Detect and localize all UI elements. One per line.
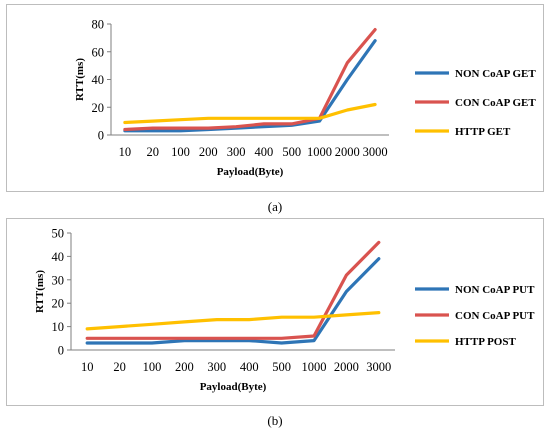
chart-1-y-axis-title: RTT(ms) xyxy=(34,270,46,313)
chart-0-x-tick-label: 200 xyxy=(199,145,218,159)
chart-1-x-tick-label: 300 xyxy=(207,360,226,374)
chart-1-series-line-0 xyxy=(85,257,381,345)
chart-1-y-tick-label: 20 xyxy=(52,297,65,311)
chart-0-x-tick-label: 400 xyxy=(255,145,274,159)
chart-1-x-tick-label: 200 xyxy=(175,360,194,374)
chart-1-y-tick-label: 10 xyxy=(52,320,65,334)
chart-panel-a: 0 20 40 60 80 10 20 100 200 300 400 500 1000 2000 3000… xyxy=(6,4,544,192)
chart-1-x-tick-label: 10 xyxy=(81,360,94,374)
chart-0-y-tick-label: 0 xyxy=(98,129,104,143)
chart-1-x-tick-label: 1000 xyxy=(302,360,327,374)
chart-0-series-line-2 xyxy=(123,102,377,125)
chart-0-x-tick-label: 10 xyxy=(119,145,132,159)
chart-1-series-line-2 xyxy=(85,310,381,331)
chart-0-series-line-1 xyxy=(123,28,377,132)
chart-0-series-line-0 xyxy=(123,39,377,133)
chart-1-x-tick-label: 100 xyxy=(143,360,162,374)
chart-0-y-tick-label: 80 xyxy=(92,18,105,32)
chart-1-y-tick-label: 0 xyxy=(58,344,64,358)
chart-0-y-tick-label: 40 xyxy=(92,73,105,87)
caption-a: (a) xyxy=(267,199,283,214)
chart-0-x-tick-label: 20 xyxy=(146,145,159,159)
chart-0-x-tick-label: 500 xyxy=(282,145,301,159)
chart-0-x-tick-label: 3000 xyxy=(363,145,388,159)
chart-a-svg: 0 20 40 60 80 10 20 100 200 300 400 500 1000 2000 3000… xyxy=(74,18,536,179)
chart-1-y-tick-label: 50 xyxy=(52,227,65,241)
chart-0-x-tick-label: 1000 xyxy=(307,145,332,159)
chart-1-x-tick-label: 3000 xyxy=(366,360,391,374)
chart-0-x-axis-title: Payload(Byte) xyxy=(217,166,284,178)
chart-0-x-tick-label: 2000 xyxy=(335,145,360,159)
chart-0-legend-label-2: HTTP GET xyxy=(455,126,511,138)
chart-panel-b: 0 10 20 30 40 50 10 20 100 200 300 400 500 1000 2000 30… xyxy=(6,218,544,406)
chart-1-x-tick-label: 500 xyxy=(272,360,291,374)
chart-0-y-tick-label: 60 xyxy=(92,45,105,59)
chart-1-legend-label-2: HTTP POST xyxy=(455,336,516,348)
chart-0-y-axis-title: RTT(ms) xyxy=(74,58,86,101)
chart-1-y-tick-label: 40 xyxy=(52,250,65,264)
chart-1-y-tick-label: 30 xyxy=(52,273,65,287)
chart-1-x-axis-title: Payload(Byte) xyxy=(200,381,267,393)
chart-b-svg: 0 10 20 30 40 50 10 20 100 200 300 400 500 1000 2000 30… xyxy=(34,227,535,394)
caption-b: (b) xyxy=(267,413,283,428)
chart-0-x-tick-label: 100 xyxy=(171,145,190,159)
chart-1-x-tick-label: 400 xyxy=(240,360,259,374)
chart-0-legend-label-1: CON CoAP GET xyxy=(455,97,536,109)
chart-0-y-tick-label: 20 xyxy=(92,101,105,115)
chart-1-series-line-1 xyxy=(85,240,381,340)
chart-0-legend-label-0: NON CoAP GET xyxy=(455,68,536,80)
chart-1-legend-label-1: CON CoAP PUT xyxy=(455,310,535,322)
chart-1-x-tick-label: 2000 xyxy=(334,360,359,374)
chart-1-legend-label-0: NON CoAP PUT xyxy=(455,284,535,296)
chart-1-x-tick-label: 20 xyxy=(113,360,126,374)
chart-0-x-tick-label: 300 xyxy=(227,145,246,159)
